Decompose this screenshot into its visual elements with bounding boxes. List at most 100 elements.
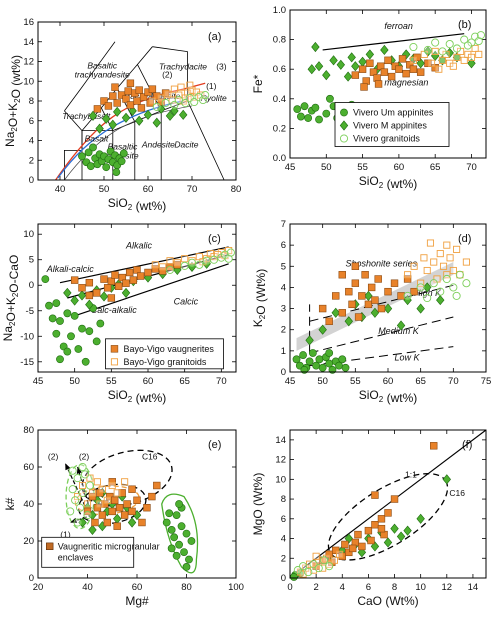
data-point	[107, 294, 116, 302]
data-point	[56, 355, 64, 364]
data-point	[107, 277, 116, 285]
annotation-low-k: Low K	[395, 352, 421, 362]
data-point	[358, 65, 367, 73]
x-tick-label: 45	[33, 376, 44, 387]
data-point	[305, 357, 314, 366]
annotation-trend-2a: (2)	[48, 452, 59, 462]
data-point	[423, 293, 432, 303]
data-point	[475, 50, 483, 58]
data-point	[442, 274, 451, 284]
data-point	[81, 357, 90, 366]
y-axis-label: Na2O+K2O (wt%)	[3, 55, 23, 147]
data-point	[89, 143, 97, 152]
y-axis-label: Na2O+K2O-CaO	[1, 255, 21, 342]
data-point	[165, 110, 175, 121]
data-point	[179, 109, 188, 120]
data-point	[144, 268, 152, 277]
series-green-diamond	[88, 103, 188, 134]
data-point	[344, 533, 353, 544]
x-axis-label: SiO2 (wt%)	[108, 196, 166, 213]
data-point	[126, 79, 135, 87]
panel-label: (d)	[458, 233, 471, 245]
data-point	[92, 289, 101, 297]
y-tick-label: 0.2	[273, 123, 286, 134]
data-point	[84, 148, 93, 157]
data-point	[148, 97, 156, 105]
data-point	[370, 541, 380, 552]
plot-frame	[289, 429, 487, 579]
y-tick-label: 0.0	[273, 153, 286, 164]
y-tick-label: 8	[29, 96, 34, 107]
data-point	[380, 44, 389, 56]
y-tick-label: 1.0	[273, 5, 286, 16]
data-point	[45, 301, 53, 310]
data-point	[157, 103, 166, 114]
data-point	[354, 313, 363, 321]
panel-label: (a)	[208, 31, 221, 43]
data-point	[453, 245, 461, 253]
data-point	[68, 466, 77, 475]
data-point	[436, 295, 445, 306]
data-point	[429, 279, 438, 288]
data-point	[128, 485, 136, 493]
annotation-shoshonite-series: Shoshonite series	[346, 258, 418, 268]
series-orange-square	[351, 53, 439, 91]
data-point	[443, 271, 451, 279]
data-point	[455, 270, 464, 279]
x-tick-label: 10	[415, 582, 426, 593]
plot-frame	[37, 429, 237, 579]
data-point	[146, 99, 154, 107]
data-point	[103, 284, 112, 292]
annotation-calcic: Calcic	[174, 297, 199, 307]
data-point	[128, 105, 137, 116]
data-point	[416, 283, 425, 292]
data-point	[120, 511, 129, 519]
annotation-magnesian: magnesian	[384, 77, 428, 87]
x-axis-label: SiO2 (wt%)	[359, 174, 417, 191]
data-point	[467, 53, 476, 61]
series-orange-square	[83, 478, 161, 530]
series-green-open-circle	[165, 248, 235, 274]
series-green-open-circle	[409, 31, 485, 56]
series-orange-open-square	[148, 81, 205, 105]
y-tick-label: 6	[29, 116, 34, 127]
y-tick-label: 2	[281, 325, 286, 336]
panel-label: (b)	[458, 19, 471, 31]
data-point	[338, 309, 346, 317]
x-tick-label: 50	[321, 162, 332, 173]
data-point	[136, 272, 145, 280]
legend-marker	[110, 345, 119, 353]
data-point	[103, 518, 112, 527]
data-point	[117, 91, 126, 99]
y-tick-label: 10	[23, 76, 34, 87]
data-point	[177, 83, 185, 91]
legend-label: Vaugneritic microgranular enclaves	[58, 541, 160, 562]
data-point	[152, 102, 161, 111]
x-tick-label: 0	[287, 582, 292, 593]
data-point	[226, 248, 235, 257]
data-point	[125, 268, 134, 277]
data-point	[416, 68, 425, 76]
data-point	[56, 317, 64, 325]
data-point	[430, 258, 438, 266]
data-points	[292, 239, 471, 374]
boundary-alkalic	[59, 246, 229, 284]
data-point	[314, 564, 323, 573]
data-point	[78, 481, 87, 490]
y-tick-label: 0	[29, 175, 34, 186]
x-tick-label: 60	[132, 582, 143, 593]
data-point	[137, 104, 146, 112]
data-point	[78, 324, 86, 333]
data-point	[161, 89, 170, 97]
data-point	[115, 503, 124, 512]
annotation-c16: C16	[142, 452, 158, 462]
data-point	[112, 168, 121, 176]
data-point	[398, 55, 407, 63]
data-point	[325, 349, 334, 357]
x-tick-label: 60	[143, 376, 154, 387]
data-point	[111, 496, 119, 504]
data-point	[153, 92, 161, 100]
data-point	[85, 291, 94, 300]
y-tick-label: 6	[281, 240, 286, 251]
